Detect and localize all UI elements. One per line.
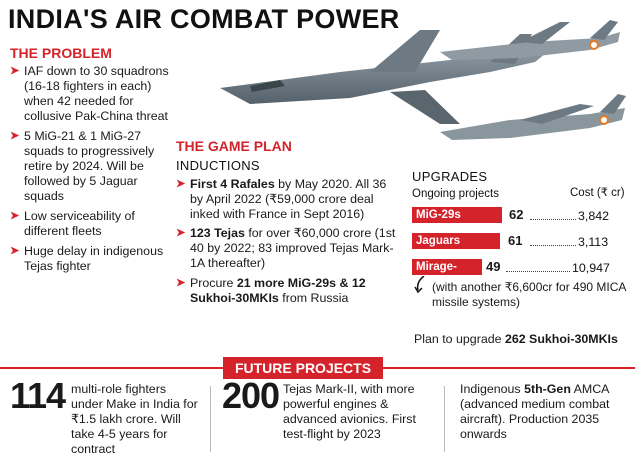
future-projects-heading: FUTURE PROJECTS	[223, 357, 383, 379]
arrow-icon: ➤	[10, 245, 20, 257]
cost-label: Cost (₹ cr)	[570, 187, 625, 199]
arrow-icon: ➤	[176, 276, 186, 289]
game-plan-heading: THE GAME PLAN	[176, 138, 292, 154]
upgrades-subheading: Ongoing projects	[412, 188, 499, 200]
list-item: ➤ Procure 21 more MiG-29s & 12 Sukhoi-30M…	[176, 275, 366, 305]
upgrade-note: (with another ₹6,600cr for 490 MICA miss…	[432, 280, 626, 309]
list-item: ➤ 5 MiG-21 & 1 MiG-27 squads to progressi…	[10, 129, 155, 203]
problem-list: ➤ IAF down to 30 squadrons (16-18 fighter…	[10, 64, 175, 279]
future-text-3: Indigenous 5th-Gen AMCA (advanced medium…	[460, 382, 610, 441]
curved-arrow-icon	[414, 276, 425, 294]
upgrade-plan: Plan to upgrade 262 Sukhoi-30MKIs	[414, 332, 618, 346]
arrow-icon: ➤	[176, 178, 186, 190]
upgrade-bar-mig29: MiG-29s	[412, 207, 502, 223]
fighter-jets-illustration	[220, 20, 626, 140]
upgrade-cost: 10,947	[572, 261, 610, 275]
list-item: ➤ Low serviceability of different fleets	[10, 209, 135, 238]
leader-dots	[506, 271, 570, 272]
problem-heading: THE PROBLEM	[10, 45, 112, 61]
leader-dots	[530, 219, 576, 220]
upgrade-count: 61	[508, 233, 523, 248]
list-item: ➤ Huge delay in indigenous Tejas fighter	[10, 244, 164, 273]
sukhoi-jet-icon	[220, 30, 550, 124]
arrow-icon: ➤	[176, 227, 186, 240]
upgrade-cost: 3,113	[578, 235, 609, 249]
leader-dots	[530, 245, 576, 246]
future-text-2: Tejas Mark-II, with more powerful engine…	[283, 382, 416, 441]
list-item: ➤ IAF down to 30 squadrons (16-18 fighter…	[10, 64, 169, 123]
upgrade-count: 49	[486, 259, 501, 274]
upgrade-count: 62	[509, 207, 524, 222]
list-item: ➤ First 4 Rafales by May 2020. All 36 by …	[176, 177, 387, 221]
inductions-label: INDUCTIONS	[176, 158, 260, 173]
arrow-icon: ➤	[10, 65, 20, 77]
upgrade-bar-jaguars: Jaguars	[412, 233, 500, 249]
upgrade-cost: 3,842	[578, 209, 610, 223]
tejas-jet-bottom-icon	[440, 94, 626, 140]
upgrade-bar-mirage: Mirage-2000s	[412, 259, 482, 289]
column-divider	[210, 386, 211, 452]
future-text-1: multi-role fighters under Make in India …	[71, 382, 198, 456]
arrow-icon: ➤	[10, 210, 20, 222]
tejas-jet-top-icon	[440, 20, 620, 60]
future-number-1: 114	[10, 375, 66, 416]
column-divider	[444, 386, 445, 452]
future-number-2: 200	[222, 375, 280, 416]
page-title: INDIA'S AIR COMBAT POWER	[8, 4, 400, 34]
arrow-icon: ➤	[10, 130, 20, 142]
list-item: ➤ 123 Tejas for over ₹60,000 crore (1st 4…	[176, 226, 396, 270]
inductions-list: ➤ First 4 Rafales by May 2020. All 36 by …	[176, 177, 401, 310]
upgrades-heading: UPGRADES	[412, 169, 488, 184]
